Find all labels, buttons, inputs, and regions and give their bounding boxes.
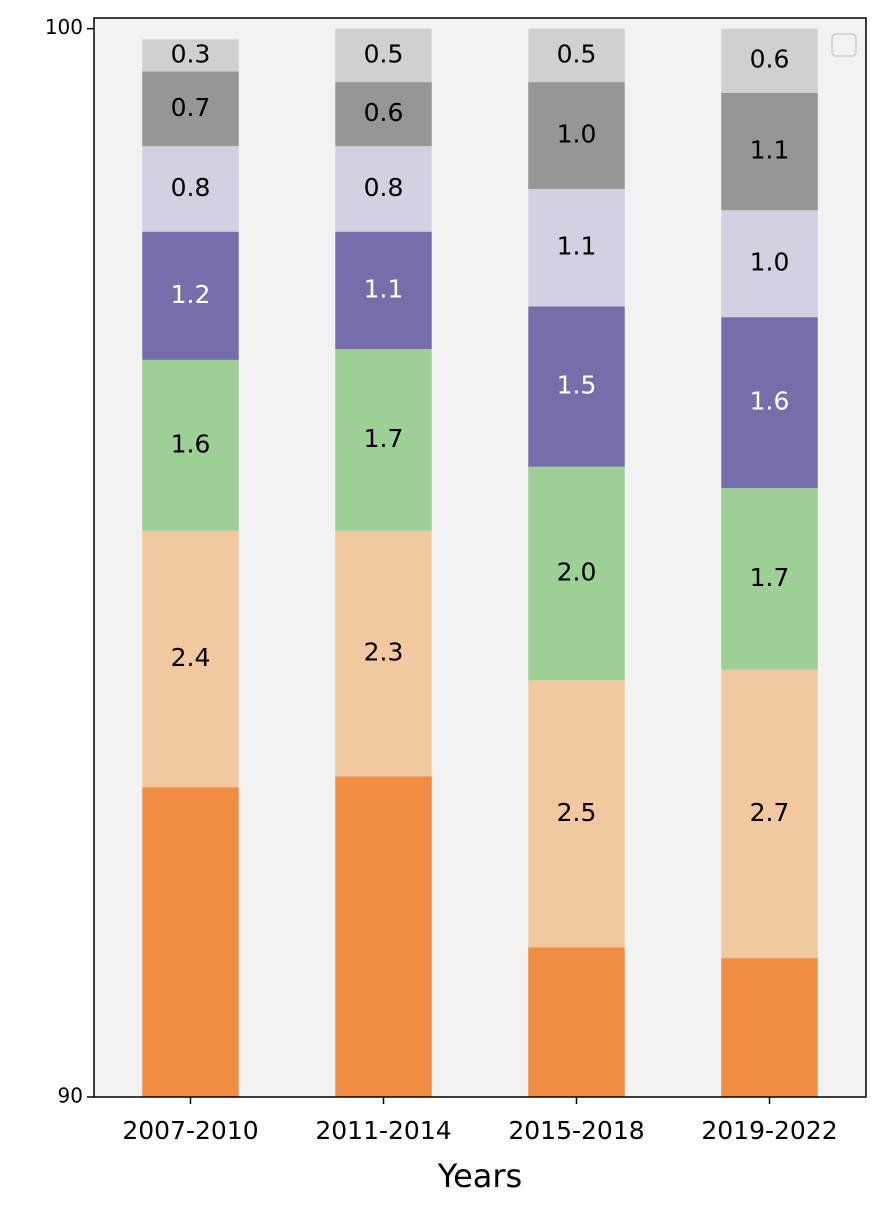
- y-tick-label: 100: [45, 15, 83, 39]
- value-label: 1.1: [557, 232, 597, 261]
- bar-segment: [528, 188, 625, 307]
- x-tick-label: 2019-2022: [701, 1116, 837, 1145]
- value-label: 1.7: [750, 563, 790, 592]
- bar-segment: [528, 680, 625, 948]
- value-label: 2.3: [364, 638, 404, 667]
- bar-segment: [528, 28, 625, 83]
- value-label: 1.5: [557, 371, 597, 400]
- x-tick-label: 2011-2014: [315, 1116, 451, 1145]
- plot-frame: [93, 17, 867, 1098]
- x-axis-label: Years: [437, 1157, 522, 1195]
- value-label: 0.8: [171, 173, 211, 202]
- bar-segment: [335, 146, 432, 232]
- bars: [142, 28, 818, 1097]
- value-label: 2.7: [750, 798, 790, 827]
- value-label: 0.3: [171, 39, 211, 68]
- bar-segment: [335, 530, 432, 777]
- bar-segment: [335, 28, 432, 83]
- value-label: 0.7: [171, 93, 211, 122]
- value-label: 1.0: [557, 120, 597, 149]
- value-label: 1.6: [171, 429, 211, 458]
- bar-segment: [721, 488, 818, 670]
- bar-segment: [335, 82, 432, 147]
- overlay: 90 100 2007-2010 2011-2014 2015-2018 2019-202…: [45, 15, 838, 1145]
- x-tick-label: 2015-2018: [508, 1116, 644, 1145]
- bar-segment: [528, 82, 625, 189]
- bar-segment: [721, 958, 818, 1097]
- value-label: 1.7: [364, 424, 404, 453]
- bar-segment: [142, 39, 239, 72]
- bar-segment: [528, 947, 625, 1097]
- bar-segment: [721, 669, 818, 959]
- bar-segment: [335, 776, 432, 1097]
- value-label: 1.1: [750, 136, 790, 165]
- value-label: 0.8: [364, 173, 404, 202]
- bar-segment: [142, 231, 239, 360]
- bar-segment: [142, 359, 239, 531]
- bar-segment: [528, 466, 625, 681]
- value-label: 0.6: [364, 98, 404, 127]
- value-label: 2.4: [171, 643, 211, 672]
- bar-segment: [142, 530, 239, 788]
- value-label: 1.0: [750, 248, 790, 277]
- bar-segment: [142, 146, 239, 232]
- bar-segment: [721, 28, 818, 93]
- bar-segment: [528, 306, 625, 467]
- bar-segment: [721, 92, 818, 211]
- value-label: 1.6: [750, 387, 790, 416]
- bar-segment: [142, 71, 239, 147]
- bar-segment: [721, 210, 818, 318]
- value-label: 0.5: [364, 39, 404, 68]
- value-label: 0.5: [557, 39, 597, 68]
- legend: [831, 33, 857, 57]
- value-label: 0.6: [750, 45, 790, 74]
- value-label: 1.2: [171, 280, 211, 309]
- bar-segment: [142, 787, 239, 1097]
- y-tick-label: 90: [58, 1084, 83, 1108]
- x-tick-label: 2007-2010: [122, 1116, 258, 1145]
- value-label: 2.0: [557, 558, 597, 587]
- bar-segment: [335, 349, 432, 531]
- value-label: 1.1: [364, 274, 404, 303]
- bar-segment: [721, 317, 818, 489]
- bar-segment: [335, 231, 432, 350]
- value-label: 2.5: [557, 798, 597, 827]
